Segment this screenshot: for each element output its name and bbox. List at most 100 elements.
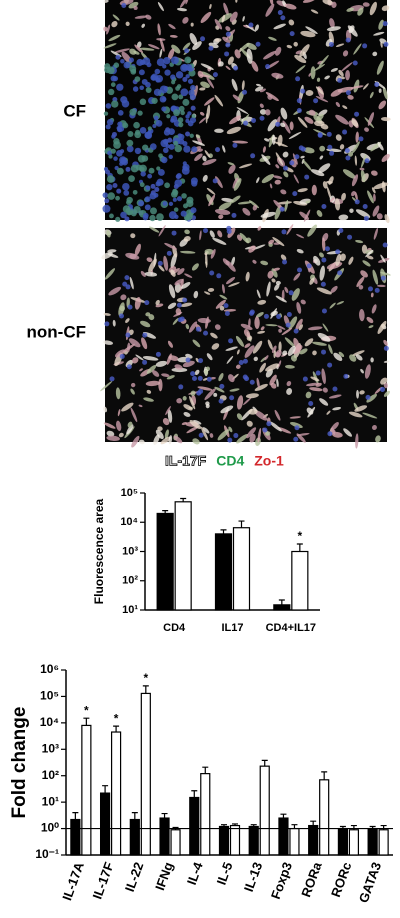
texture (167, 48, 175, 61)
texture (324, 75, 330, 80)
texture (201, 426, 209, 441)
nucleus (181, 166, 190, 175)
texture (307, 224, 317, 237)
error-bar (291, 824, 298, 829)
texture (108, 286, 122, 296)
y-tick-label: 10¹ (122, 604, 138, 616)
texture (229, 195, 241, 204)
nucleus (282, 259, 288, 265)
nucleus (177, 117, 184, 123)
bar (214, 533, 233, 611)
texture (223, 2, 229, 16)
texture (349, 354, 357, 362)
nucleus (276, 314, 282, 320)
nucleus (380, 386, 386, 392)
nucleus (338, 228, 344, 234)
nucleus (383, 41, 389, 47)
texture (121, 402, 134, 412)
texture (322, 323, 329, 332)
nucleus (168, 211, 177, 219)
texture (381, 181, 386, 193)
texture (194, 369, 200, 376)
texture (183, 404, 193, 411)
texture (174, 278, 184, 286)
nucleus (190, 105, 196, 111)
texture (380, 271, 391, 276)
nucleus (145, 87, 152, 93)
nucleus (187, 78, 194, 84)
nucleus (161, 156, 168, 164)
texture (214, 38, 222, 42)
nucleus (313, 98, 319, 104)
nucleus (176, 84, 182, 89)
texture (193, 419, 202, 425)
texture (328, 394, 342, 399)
texture (240, 323, 253, 331)
texture (292, 345, 303, 355)
nucleus (116, 167, 124, 175)
y-tick-label: 10⁻¹ (35, 847, 59, 861)
texture (262, 146, 266, 153)
y-tick-label: 10⁵ (121, 487, 138, 499)
nucleus (163, 56, 171, 65)
texture (125, 252, 140, 260)
nucleus (191, 375, 197, 381)
nucleus (146, 62, 152, 68)
texture (204, 248, 214, 255)
texture (310, 9, 319, 14)
nucleus (115, 54, 121, 60)
texture (145, 312, 151, 317)
texture (171, 44, 181, 54)
texture (315, 382, 322, 387)
texture (254, 383, 268, 392)
nucleus (280, 15, 286, 21)
nucleus (171, 230, 177, 236)
texture (296, 301, 302, 314)
texture (278, 341, 282, 353)
texture (263, 50, 277, 60)
texture (335, 43, 345, 47)
bar (129, 818, 140, 856)
nucleus (362, 204, 368, 210)
texture (182, 42, 191, 51)
nucleus (208, 45, 214, 51)
nucleus (182, 76, 188, 82)
nucleus (321, 349, 327, 355)
texture (383, 390, 391, 397)
error-bar (238, 520, 245, 528)
stain-label: Zo-1 (254, 453, 284, 469)
nucleus (139, 166, 145, 172)
texture (328, 344, 333, 355)
texture (277, 201, 292, 205)
texture (360, 169, 366, 183)
texture (158, 264, 165, 272)
error-bar (278, 599, 285, 605)
bar (189, 796, 200, 856)
bar (291, 550, 309, 611)
nucleus (216, 273, 222, 279)
texture (275, 295, 287, 303)
bar (110, 731, 122, 856)
texture (370, 357, 374, 363)
nucleus (277, 10, 283, 16)
texture (364, 127, 369, 132)
nucleus (113, 62, 120, 68)
texture (335, 101, 341, 108)
texture (220, 405, 234, 414)
texture (366, 316, 374, 324)
texture (274, 409, 281, 421)
nucleus (109, 376, 115, 382)
nucleus (243, 120, 249, 126)
texture (284, 286, 289, 293)
nucleus (324, 246, 330, 252)
texture (180, 282, 191, 289)
texture (244, 345, 255, 358)
texture (242, 207, 251, 216)
texture (141, 337, 148, 350)
nucleus (150, 143, 157, 150)
nucleus (173, 109, 180, 117)
texture (227, 227, 236, 238)
texture (267, 119, 277, 132)
texture (264, 355, 269, 361)
texture (167, 302, 177, 310)
